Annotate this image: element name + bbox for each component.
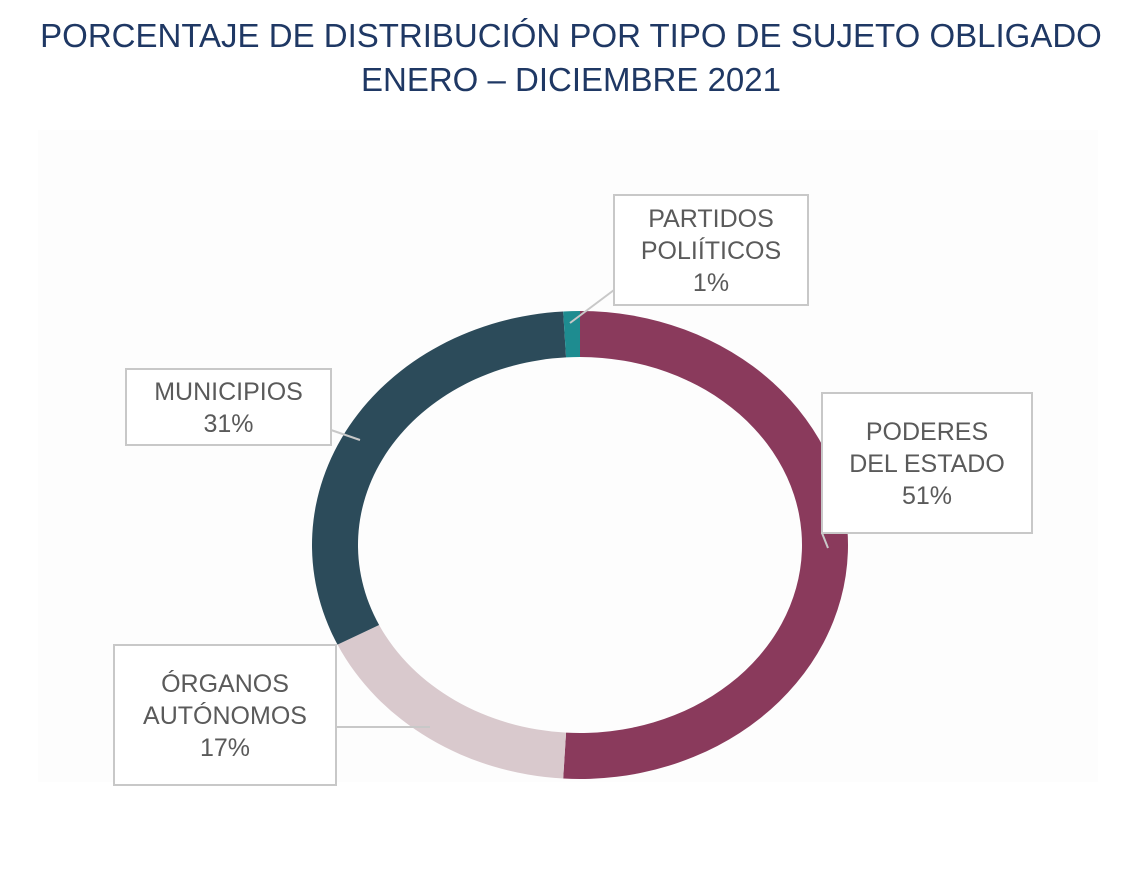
callout-value-label: 17% xyxy=(200,734,250,762)
donut-slices xyxy=(311,311,848,779)
callout-municipios: MUNICIPIOS 31% xyxy=(125,368,361,446)
callout-category-label: MUNICIPIOS xyxy=(154,378,303,406)
callout-leader-line xyxy=(330,429,361,441)
callout-category-label: DEL ESTADO xyxy=(849,450,1005,478)
chart-title-line-2: ENERO – DICIEMBRE 2021 xyxy=(361,61,781,98)
callouts: PODERES DEL ESTADO 51% ÓRGANOS AUTÓNOMOS 17% M… xyxy=(113,194,1033,786)
callout-value-label: 31% xyxy=(203,410,253,438)
callout-leader-line xyxy=(569,289,615,324)
callout-category-label: PODERES xyxy=(866,418,988,446)
callout-category-label: AUTÓNOMOS xyxy=(143,701,307,730)
callout-leader-line xyxy=(821,532,829,549)
chart-title-line-1: PORCENTAJE DE DISTRIBUCIÓN POR TIPO DE S… xyxy=(40,17,1102,54)
callout-category-label: PARTIDOS xyxy=(648,205,774,233)
callout-category-label: ÓRGANOS xyxy=(161,669,289,698)
callout-poderes-del-estado: PODERES DEL ESTADO 51% xyxy=(821,392,1033,549)
callout-organos-autonomos: ÓRGANOS AUTÓNOMOS 17% xyxy=(113,644,430,786)
callout-box xyxy=(613,194,809,306)
callout-box xyxy=(125,368,332,446)
callout-box xyxy=(113,644,337,786)
slice-organos-autonomos xyxy=(337,625,567,779)
chart-title: PORCENTAJE DE DISTRIBUCIÓN POR TIPO DE S… xyxy=(0,14,1142,102)
callout-category-label: POLIÍTICOS xyxy=(641,236,781,265)
callout-value-label: 51% xyxy=(902,482,952,510)
slice-partidos-politicos xyxy=(563,311,580,358)
callout-value-label: 1% xyxy=(693,269,729,297)
slice-municipios xyxy=(311,311,567,645)
callout-partidos-politicos: PARTIDOS POLIÍTICOS 1% xyxy=(569,194,809,324)
callout-box xyxy=(821,392,1033,534)
slice-poderes-del-estado xyxy=(563,311,848,779)
